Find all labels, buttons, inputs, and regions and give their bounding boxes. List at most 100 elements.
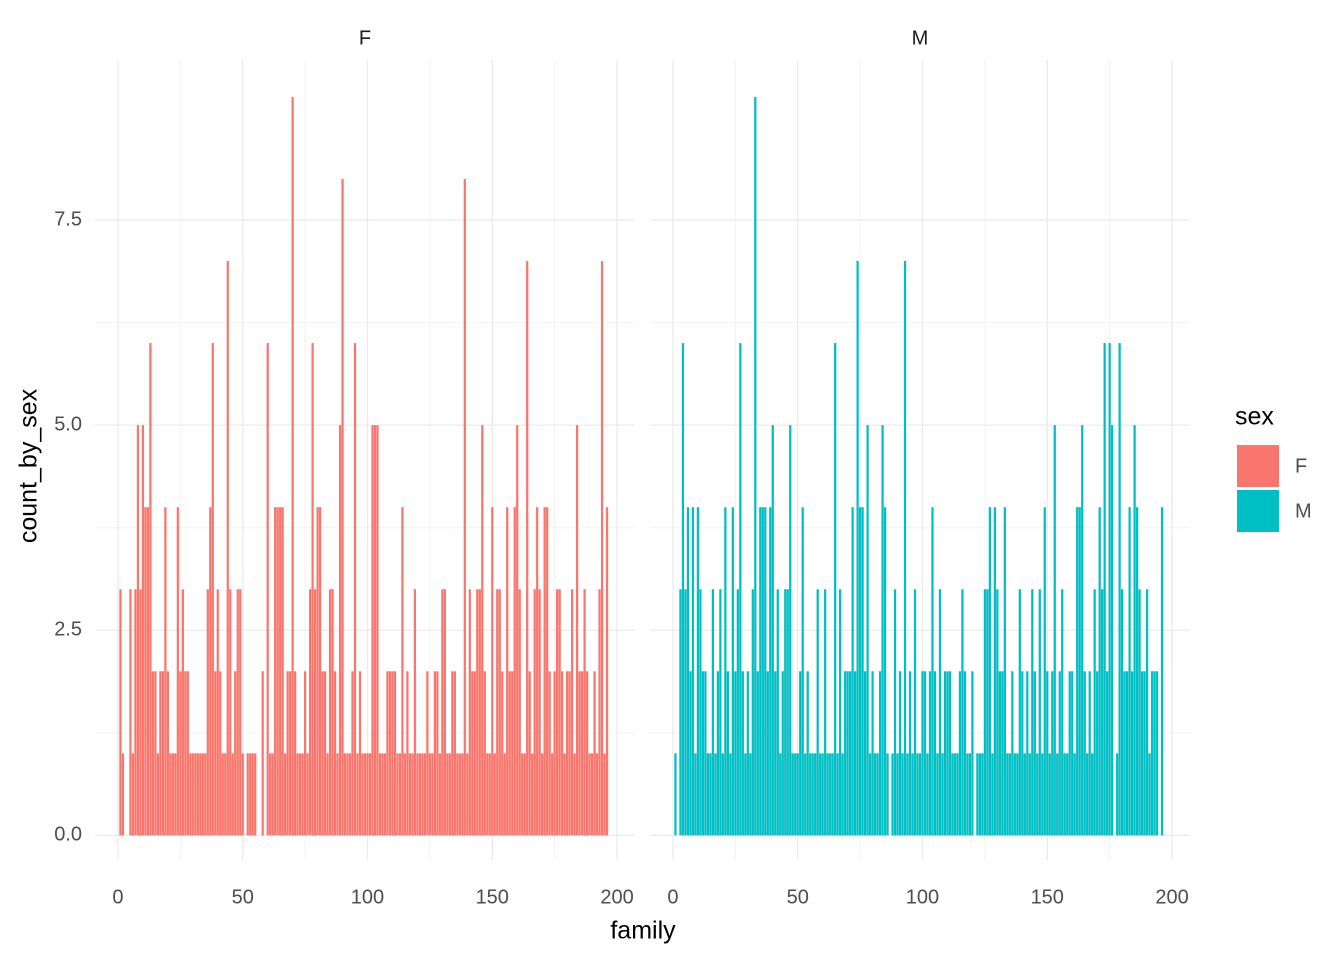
bar [1121,589,1124,836]
bar [1003,507,1006,836]
bar [453,671,456,836]
bar [151,671,155,836]
bar [311,343,314,836]
bar [326,753,329,836]
bar [226,261,229,836]
bar [396,753,399,836]
bar [373,425,377,836]
bar [298,753,302,836]
bar [863,671,867,836]
bar [333,671,337,836]
bar [806,671,809,836]
bar [171,753,174,836]
bar [704,671,707,836]
bar [831,753,834,836]
bar [1073,753,1076,836]
bar [754,96,757,836]
bar [316,507,319,836]
bar [408,753,412,836]
bar [829,753,832,836]
bar [528,671,531,836]
bar [436,671,439,836]
bar [771,425,774,836]
bar [129,589,132,836]
bar [131,753,135,836]
bar [958,671,962,836]
bar [918,753,922,836]
bar [261,671,264,836]
bar [186,671,189,836]
bar [779,753,782,836]
bar [281,507,284,836]
bar [681,343,685,836]
bar [699,589,702,836]
bar [411,753,414,836]
bar [406,671,409,836]
bar [486,753,489,836]
bar [483,671,486,836]
bar [428,753,432,836]
bar [804,753,807,836]
bar [211,343,214,836]
facet-label: M [912,27,929,49]
bar [868,753,872,836]
legend-label: F [1295,455,1307,477]
bar [926,753,929,836]
legend-key [1237,490,1279,532]
bar [556,589,559,836]
bar [598,589,601,836]
bar [946,671,949,836]
bar [694,753,697,836]
bar [689,671,692,836]
bar [1068,671,1071,836]
bar [801,507,804,836]
bar [308,589,312,836]
bar [216,589,219,836]
bar [1046,671,1049,836]
bar [724,507,727,836]
bar [531,753,534,836]
bar [1153,671,1156,836]
bar [1133,425,1136,836]
bar [1138,589,1141,836]
bar [891,753,894,836]
bar [466,753,469,836]
bar [1033,671,1036,836]
bar [139,589,142,836]
bar [921,671,924,836]
bar [816,589,819,836]
bar [1021,671,1024,836]
bar [204,753,207,836]
bar [546,507,549,836]
bar [1111,425,1114,836]
bar [563,753,566,836]
bar [503,753,506,836]
bar [254,753,257,836]
bar [451,671,454,836]
bar [191,753,194,836]
bar [886,753,889,836]
bar [856,261,859,836]
bar [274,507,277,836]
bar [351,671,354,836]
bar [241,753,244,836]
bar [590,753,594,836]
bar [146,507,150,836]
bar [846,671,849,836]
bar [814,753,817,836]
x-tick-label: 150 [476,886,509,908]
bar [883,507,887,836]
bar [121,753,125,836]
bar [1063,753,1066,836]
bar [269,753,272,836]
bar [196,753,199,836]
bar [913,589,917,836]
bar [821,753,824,836]
bar [1098,507,1101,836]
bar [696,507,700,836]
bar [1108,343,1111,836]
bar [1066,753,1069,836]
bar [739,343,742,836]
bar [1143,671,1146,836]
bar [1155,671,1159,836]
